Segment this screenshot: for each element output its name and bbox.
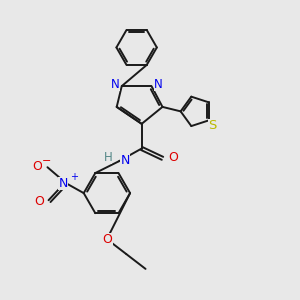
Text: S: S	[208, 119, 216, 132]
Text: N: N	[120, 154, 130, 167]
Text: O: O	[103, 233, 112, 246]
Text: N: N	[154, 78, 163, 91]
Text: N: N	[111, 78, 119, 91]
Text: O: O	[168, 151, 178, 164]
Text: N: N	[58, 177, 68, 190]
Text: O: O	[32, 160, 42, 173]
Text: O: O	[34, 195, 44, 208]
Text: −: −	[42, 156, 52, 166]
Text: H: H	[103, 151, 112, 164]
Text: +: +	[70, 172, 78, 182]
